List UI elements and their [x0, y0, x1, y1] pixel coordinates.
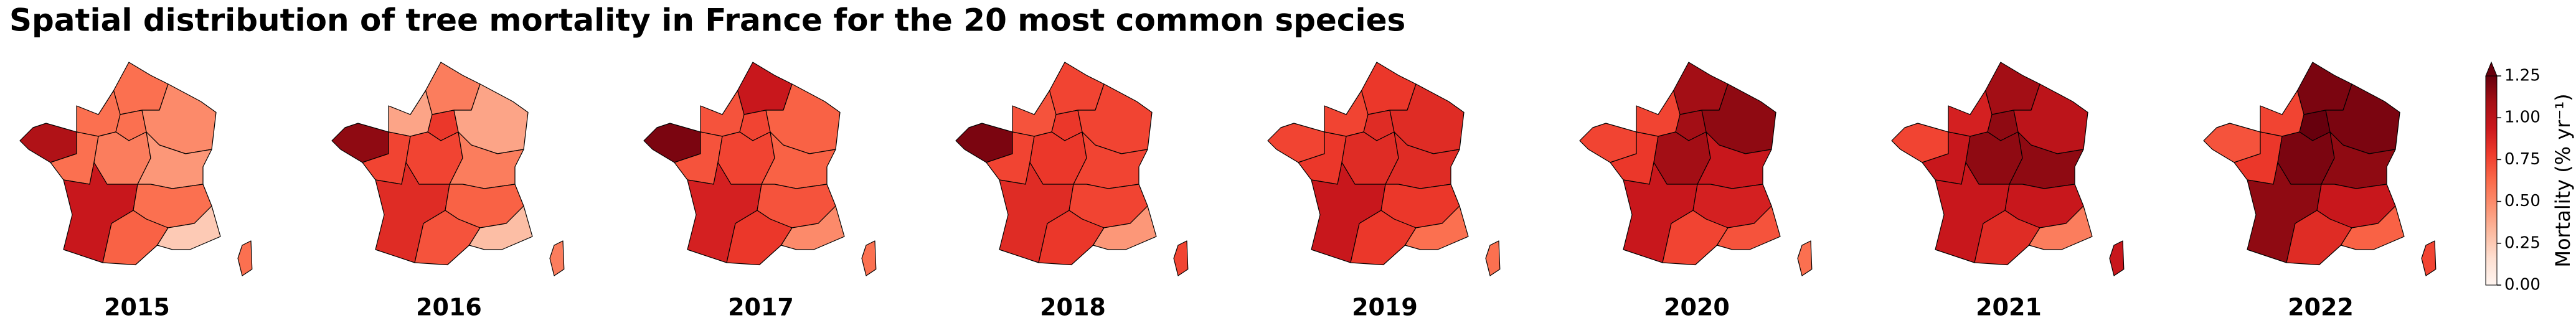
- colorbar: [2486, 76, 2497, 285]
- chart-title: Spatial distribution of tree mortality i…: [9, 2, 1405, 39]
- map: [331, 62, 565, 276]
- region: [1092, 205, 1157, 250]
- year-label: 2017: [728, 294, 794, 321]
- map: [1267, 62, 1501, 276]
- region: [1049, 62, 1105, 115]
- colorbar-label: Mortality (% yr⁻¹): [2551, 93, 2575, 267]
- region: [861, 240, 877, 276]
- colorbar-tick-label: 0.50: [2504, 192, 2541, 210]
- colorbar-tick-label: 1.00: [2504, 108, 2541, 127]
- region: [1984, 62, 2041, 115]
- region: [76, 90, 121, 137]
- map: [2203, 62, 2437, 276]
- map: [19, 62, 253, 276]
- region: [2260, 90, 2305, 137]
- year-label: 2022: [2288, 294, 2354, 321]
- colorbar-tick-label: 0.25: [2504, 233, 2541, 252]
- colorbar-extension: [2485, 61, 2498, 77]
- region: [1716, 205, 1781, 250]
- region: [1324, 90, 1369, 137]
- region: [468, 205, 533, 250]
- colorbar-tick-label: 1.25: [2504, 67, 2541, 85]
- region: [388, 90, 433, 137]
- region: [1404, 205, 1469, 250]
- region: [1173, 240, 1189, 276]
- region: [1361, 62, 1417, 115]
- year-label: 2016: [416, 294, 482, 321]
- year-label: 2020: [1664, 294, 1730, 321]
- map: [1579, 62, 1813, 276]
- region: [156, 205, 221, 250]
- region: [1485, 240, 1501, 276]
- map: [643, 62, 877, 276]
- map: [955, 62, 1189, 276]
- region: [1797, 240, 1813, 276]
- region: [737, 62, 793, 115]
- year-label: 2021: [1976, 294, 2042, 321]
- region: [2340, 205, 2405, 250]
- colorbar-tick-label: 0.00: [2504, 276, 2541, 294]
- region: [700, 90, 745, 137]
- map: [1891, 62, 2125, 276]
- year-label: 2018: [1040, 294, 1106, 321]
- region: [425, 62, 481, 115]
- year-label: 2015: [104, 294, 170, 321]
- region: [1673, 62, 1729, 115]
- region: [1636, 90, 1681, 137]
- region: [549, 240, 565, 276]
- colorbar-tick-label: 0.75: [2504, 150, 2541, 169]
- region: [1948, 90, 1993, 137]
- year-label: 2019: [1352, 294, 1418, 321]
- region: [2109, 240, 2125, 276]
- region: [780, 205, 845, 250]
- region: [113, 62, 169, 115]
- colorbar-frame: [2485, 75, 2498, 286]
- region: [237, 240, 253, 276]
- region: [1012, 90, 1057, 137]
- region: [2421, 240, 2437, 276]
- region: [2296, 62, 2352, 115]
- region: [2028, 205, 2093, 250]
